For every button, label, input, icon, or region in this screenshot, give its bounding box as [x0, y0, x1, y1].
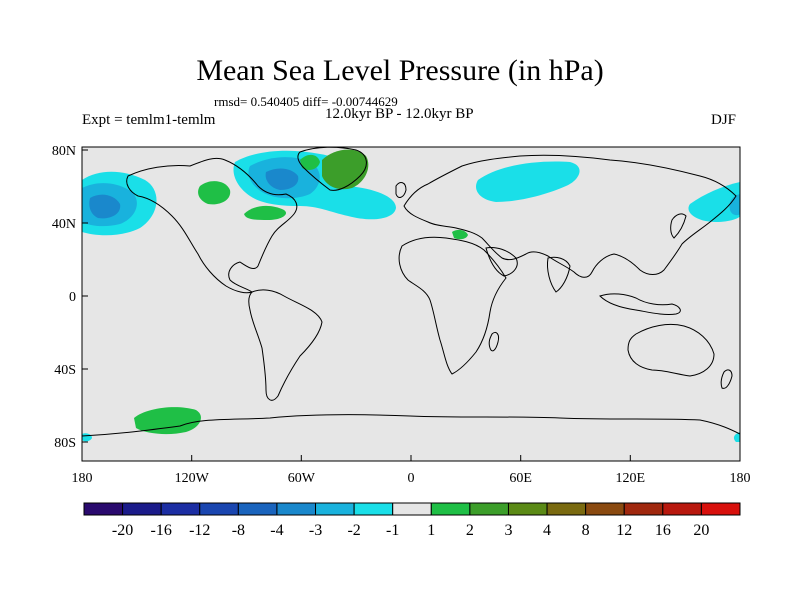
anomaly-southern-ocean-edge-east — [733, 432, 740, 442]
colorbar-label: -12 — [189, 522, 210, 539]
anomaly-labrador-core — [265, 168, 299, 190]
colorbar-swatch — [83, 502, 124, 516]
colorbar-swatch — [199, 502, 239, 516]
colorbar-swatch — [469, 502, 509, 516]
colorbar-swatch — [237, 502, 278, 516]
colorbar — [83, 502, 741, 516]
colorbar-label: 8 — [582, 522, 590, 539]
colorbar-label: 12 — [616, 522, 632, 539]
colorbar-swatch — [315, 502, 355, 516]
colorbar-swatch — [585, 502, 625, 516]
colorbar-label: 20 — [693, 522, 709, 539]
colorbar-label: 3 — [504, 522, 512, 539]
colorbar-swatch — [662, 502, 702, 516]
anomaly-canada-positive — [198, 181, 231, 205]
coastline-india — [547, 256, 571, 293]
lon-label-60w: 60W — [288, 471, 316, 486]
anomaly-iceland-positive — [300, 154, 320, 170]
coastline-antarctica — [82, 414, 740, 437]
coastline-eurasia — [403, 154, 737, 278]
anomaly-north-pacific-east — [688, 182, 740, 222]
lat-label-80s: 80S — [54, 436, 76, 451]
anomaly-southern-ocean-positive — [134, 407, 201, 435]
anomaly-siberia — [476, 161, 580, 202]
colorbar-swatch — [507, 502, 548, 516]
colorbar-label: 4 — [543, 522, 551, 539]
anomaly-mediterranean-positive — [452, 229, 468, 240]
anomaly-north-pacific-west-center — [89, 194, 121, 219]
coastline-madagascar — [488, 331, 499, 352]
colorbar-label: -8 — [232, 522, 245, 539]
coastline-indonesia — [599, 293, 681, 315]
lat-label-80n: 80N — [52, 144, 76, 159]
lon-label-120w: 120W — [175, 471, 210, 486]
anomaly-north-pacific-east-core — [729, 194, 740, 216]
stats-text: rmsd= 0.540405 diff= -0.00744629 — [214, 94, 398, 109]
lat-label-0: 0 — [69, 290, 76, 305]
coastlines — [82, 147, 740, 437]
colorbar-swatch — [353, 502, 394, 516]
colorbar-swatch — [700, 502, 741, 516]
colorbar-label: 1 — [427, 522, 435, 539]
colorbar-swatch — [122, 502, 162, 516]
season-text: DJF — [711, 112, 737, 128]
coastline-new-zealand — [720, 369, 733, 389]
colorbar-label: -2 — [347, 522, 360, 539]
coastline-uk — [395, 182, 407, 198]
period-text: 12.0kyr BP - 12.0kyr BP — [325, 106, 474, 122]
colorbar-swatch — [392, 502, 432, 516]
coastline-north-america — [126, 157, 298, 294]
colorbar-swatch — [623, 502, 664, 516]
coastline-africa — [398, 236, 507, 375]
colorbar-label: 2 — [466, 522, 474, 539]
experiment-text: Expt = temlm1-temlm — [82, 112, 216, 128]
colorbar-label: 16 — [655, 522, 671, 539]
lat-label-40n: 40N — [52, 217, 76, 232]
lon-label-120e: 120E — [616, 471, 646, 486]
coastline-greenland — [297, 147, 367, 191]
colorbar-swatch — [276, 502, 317, 516]
coastline-australia — [627, 323, 715, 377]
lon-label-180e: 180 — [730, 471, 751, 486]
colorbar-labels: -20 -16 -12 -8 -4 -3 -2 -1 1 2 3 4 8 12 16 20 — [112, 522, 709, 539]
map-background — [82, 147, 740, 461]
colorbar-label: -3 — [309, 522, 322, 539]
colorbar-swatch — [546, 502, 587, 516]
colorbar-swatch — [160, 502, 201, 516]
colorbar-label: -16 — [151, 522, 172, 539]
anomaly-shading — [82, 149, 740, 442]
colorbar-label: -20 — [112, 522, 133, 539]
lon-label-0: 0 — [408, 471, 415, 486]
lat-label-40s: 40S — [54, 363, 76, 378]
lon-label-180w: 180 — [72, 471, 93, 486]
coastline-south-america — [248, 289, 323, 401]
map-title: Mean Sea Level Pressure (in hPa) — [196, 54, 604, 87]
coastline-japan — [670, 213, 687, 239]
anomaly-great-lakes-positive — [244, 205, 287, 220]
colorbar-label: -1 — [386, 522, 399, 539]
coastline-arabia — [485, 247, 518, 277]
lon-label-60e: 60E — [509, 471, 532, 486]
colorbar-swatch — [430, 502, 471, 516]
tick-marks — [81, 149, 741, 461]
colorbar-label: -4 — [270, 522, 283, 539]
